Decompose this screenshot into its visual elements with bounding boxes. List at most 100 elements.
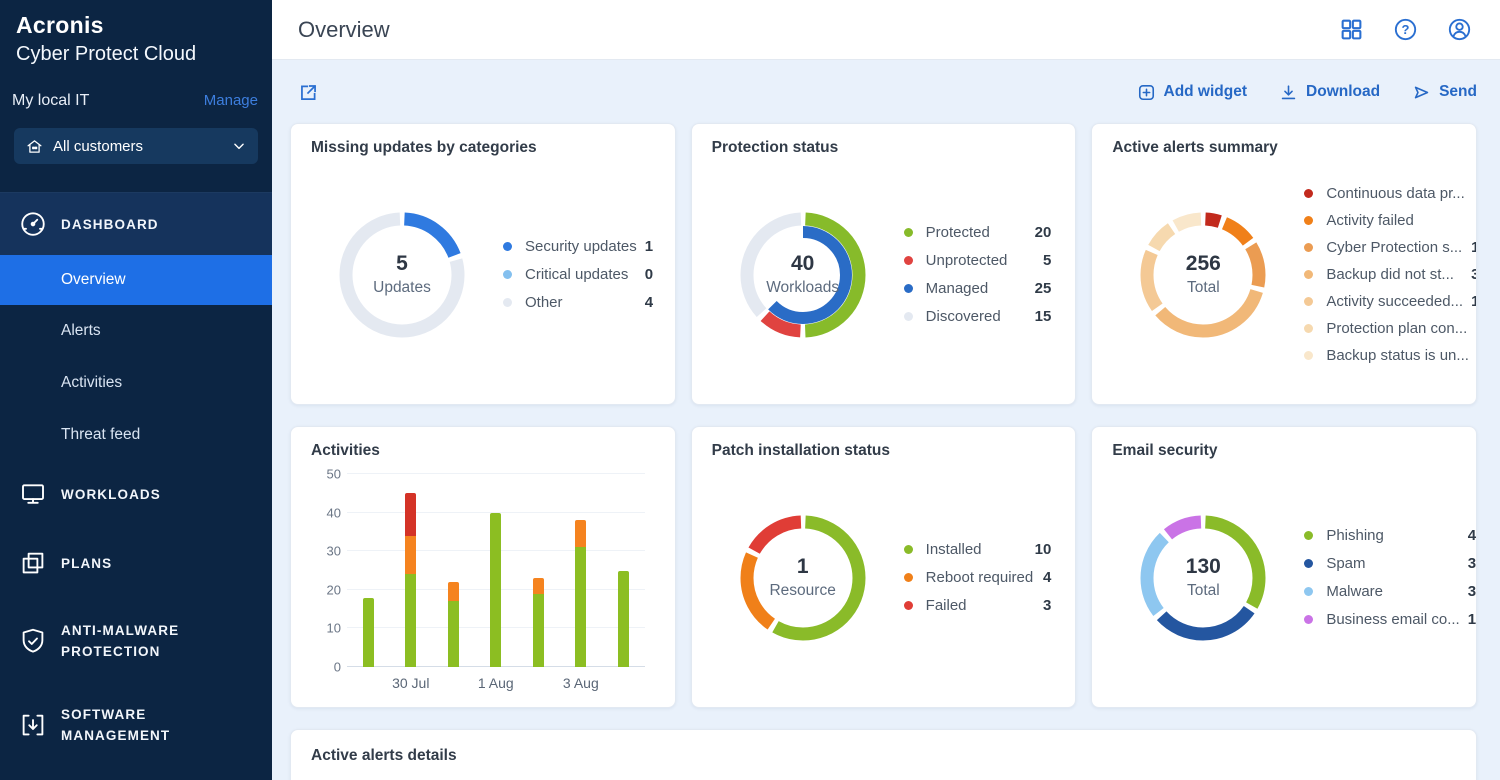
sidebar-item-alerts[interactable]: Alerts <box>0 305 272 357</box>
legend-value: 10 <box>1034 541 1052 558</box>
download-button[interactable]: Download <box>1279 83 1380 102</box>
legend-dot <box>903 228 913 237</box>
x-tick-label: 30 Jul <box>392 675 430 691</box>
bar <box>532 474 544 667</box>
bar-slot <box>560 474 603 667</box>
page-header: Overview ? <box>272 0 1500 60</box>
sidebar-item-label: Activities <box>61 374 123 391</box>
add-widget-button[interactable]: Add widget <box>1137 83 1247 102</box>
y-axis: 50 40 30 20 10 0 <box>319 467 347 675</box>
bar-slot <box>602 474 645 667</box>
legend-dot <box>1304 615 1314 624</box>
legend-item: Reboot required 4 <box>903 564 1051 592</box>
legend-dot <box>503 242 512 251</box>
send-button[interactable]: Send <box>1412 83 1477 102</box>
sidebar-item-software-management[interactable]: SOFTWARE MANAGEMENT <box>0 683 272 767</box>
apps-grid-icon[interactable] <box>1339 17 1364 42</box>
legend-label: Managed <box>925 280 989 297</box>
legend-label: Discovered <box>925 308 1001 325</box>
sidebar-item-anti-malware-protection[interactable]: ANTI-MALWARE PROTECTION <box>0 599 272 683</box>
sidebar-item-label: SOFTWARE MANAGEMENT <box>61 707 171 743</box>
legend-dot <box>1304 297 1314 306</box>
legend-item: Other 4 <box>503 289 653 317</box>
sidebar-item-activities[interactable]: Activities <box>0 357 272 409</box>
widget-grid: Missing updates by categories 5 Updates Se… <box>290 123 1477 708</box>
legend-item: Cyber Protection s...12 <box>1304 234 1476 261</box>
widget-title: Patch installation status <box>711 442 890 459</box>
bar-slot <box>475 474 518 667</box>
shield-check-icon <box>22 628 44 653</box>
legend-dot <box>903 601 913 610</box>
widget-title: Missing updates by categories <box>311 139 537 156</box>
legend-value: 1 <box>644 238 654 255</box>
legend-dot <box>1304 270 1314 279</box>
y-tick-label: 50 <box>326 466 341 482</box>
sidebar-item-workloads[interactable]: WORKLOADS <box>0 461 272 527</box>
donut-chart: 40 Workloads <box>728 200 878 350</box>
bar-segment-green <box>405 574 417 667</box>
x-axis: 30 Jul 1 Aug 3 Aug <box>319 667 645 693</box>
widget-legend: Phishing 44 Spam 39 Malware 32 Business email … <box>1304 522 1477 634</box>
legend-label: Continuous data pr... <box>1326 185 1465 202</box>
legend-item: Installed 10 <box>903 536 1052 564</box>
sidebar-item-label: PLANS <box>61 555 113 571</box>
customer-selector[interactable]: All customers <box>14 128 258 164</box>
legend-dot <box>1304 351 1314 360</box>
monitor-icon <box>22 484 44 504</box>
account-icon[interactable] <box>1447 17 1472 42</box>
sidebar-item-threat-feed[interactable]: Threat feed <box>0 409 272 461</box>
bar-chart: 50 40 30 20 10 0 30 Jul 1 Aug 3 Aug <box>315 460 651 695</box>
legend-dot <box>903 312 913 321</box>
y-tick-label: 10 <box>326 620 341 636</box>
y-tick-label: 20 <box>326 582 341 598</box>
send-label: Send <box>1439 83 1477 100</box>
legend-label: Installed <box>925 541 982 558</box>
y-tick-label: 0 <box>333 659 341 675</box>
customer-selector-label: All customers <box>53 137 144 155</box>
legend-value: 5 <box>1042 252 1052 269</box>
bar-slots <box>347 474 645 667</box>
bar-segment-red <box>405 493 417 536</box>
widget-missing-updates: Missing updates by categories 5 Updates Se… <box>290 123 676 405</box>
bar-slot <box>390 474 433 667</box>
legend-item: Protected 20 <box>903 219 1051 247</box>
x-tick-label <box>432 691 475 693</box>
expand-icon[interactable] <box>298 82 319 103</box>
bar-segment-green <box>617 570 629 667</box>
legend-item: Spam 39 <box>1304 550 1476 578</box>
legend-value: 25 <box>1034 280 1052 297</box>
sidebar-item-plans[interactable]: PLANS <box>0 527 272 599</box>
help-icon[interactable]: ? <box>1393 17 1418 42</box>
sidebar-divider <box>0 192 272 193</box>
brand-logo: Acronis Cyber Protect Cloud <box>0 10 272 68</box>
legend-value: 32 <box>1467 583 1477 600</box>
bar-segment-green <box>447 601 459 667</box>
svg-text:?: ? <box>1402 22 1410 37</box>
send-plane-icon <box>1414 86 1429 98</box>
sidebar-item-dashboard[interactable]: DASHBOARD <box>0 193 272 255</box>
sidebar: Acronis Cyber Protect Cloud My local IT … <box>0 0 272 780</box>
widget-title: Active alerts summary <box>1112 139 1278 156</box>
bar <box>405 474 417 667</box>
legend-label: Protected <box>925 224 990 241</box>
gridline <box>347 473 645 474</box>
legend-label: Failed <box>925 597 967 614</box>
y-tick-label: 30 <box>326 543 341 559</box>
legend-item: Unprotected 5 <box>903 247 1052 275</box>
legend-label: Security updates <box>525 238 637 255</box>
legend-value: 8 <box>1471 347 1476 364</box>
bar-slot <box>347 474 390 667</box>
x-tick-label <box>602 691 645 693</box>
legend-item: Critical updates 0 <box>503 261 653 289</box>
sidebar-item-overview[interactable]: Overview <box>0 255 272 305</box>
widget-legend: Protected 20 Unprotected 5 Managed 25 Discover… <box>903 219 1052 331</box>
x-tick-label: 3 Aug <box>562 675 599 691</box>
legend-label: Protection plan con... <box>1326 320 1468 337</box>
bar <box>617 474 629 667</box>
legend-item: Activity failed 9 <box>1304 207 1476 234</box>
widget-title: Protection status <box>711 139 839 156</box>
manage-link[interactable]: Manage <box>203 92 258 109</box>
x-tick-label: 1 Aug <box>477 675 514 691</box>
legend-label: Reboot required <box>925 569 1034 586</box>
bar <box>362 474 374 667</box>
